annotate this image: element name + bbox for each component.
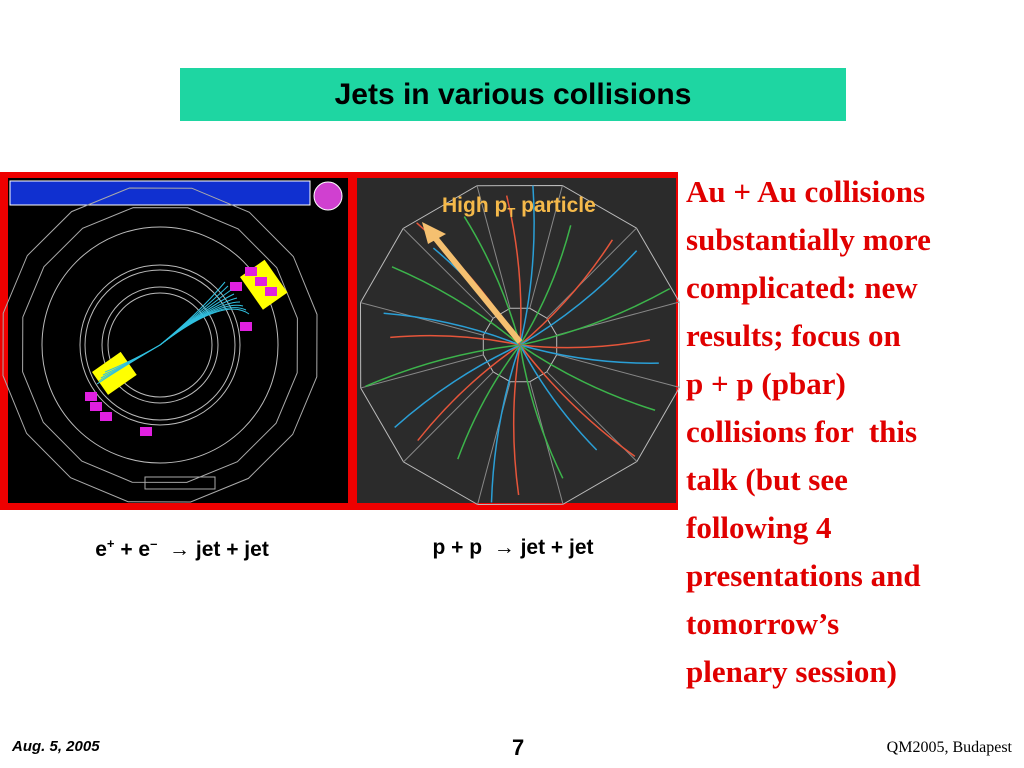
annotation: High pT particle <box>442 194 596 220</box>
text-segment: e <box>95 538 107 561</box>
track <box>519 250 638 346</box>
body-line: Au + Au collisions <box>686 174 926 209</box>
detector-ring <box>107 292 213 398</box>
body-line: presentations and <box>686 558 921 593</box>
body-line: following 4 <box>686 510 832 545</box>
magenta-block <box>230 282 242 291</box>
magenta-block <box>90 402 102 411</box>
track <box>519 239 614 346</box>
text-segment: + e <box>114 538 151 561</box>
track <box>505 195 522 346</box>
track <box>519 225 572 346</box>
magenta-block <box>255 277 267 286</box>
high-pt-track <box>429 232 523 344</box>
text-segment: → jet + jet <box>157 538 269 561</box>
spoke <box>476 185 511 309</box>
text-segment: – <box>150 536 158 551</box>
track <box>159 308 250 346</box>
track <box>417 344 521 442</box>
track <box>519 344 636 457</box>
track <box>390 334 521 346</box>
spoke <box>402 228 494 319</box>
footer-page: 7 <box>512 735 525 760</box>
track <box>463 216 521 346</box>
track <box>394 344 521 428</box>
detector-outer <box>359 184 680 506</box>
detector-ring <box>84 269 236 421</box>
track <box>365 344 521 388</box>
spoke <box>360 302 484 336</box>
track <box>96 344 161 385</box>
spoke <box>529 185 563 309</box>
body-line: talk (but see <box>686 462 848 497</box>
event-displays <box>0 172 680 510</box>
magenta-block <box>240 322 252 331</box>
title: Jets in various collisions <box>334 77 692 111</box>
magenta-block <box>100 412 112 421</box>
panel <box>8 178 348 503</box>
footer-date: Aug. 5, 2005 <box>12 738 100 755</box>
spoke <box>360 354 484 389</box>
body-line: results; focus on <box>686 318 901 353</box>
magenta-block <box>245 267 257 276</box>
track <box>519 344 564 479</box>
text-segment: High p <box>442 194 508 217</box>
footer-venue: QM2005, Budapest <box>886 739 1012 756</box>
text-segment: + <box>106 536 115 551</box>
track <box>519 185 535 346</box>
text-segment: T <box>507 205 516 221</box>
magenta-block <box>85 392 97 401</box>
text-segment: particle <box>515 194 596 217</box>
spoke <box>403 371 494 463</box>
body-line: complicated: new <box>686 270 918 305</box>
info-box <box>9 180 311 206</box>
title-box: Jets in various collisions <box>180 68 846 121</box>
magenta-block <box>140 427 152 436</box>
body-line: p + p (pbar) <box>686 366 846 401</box>
detector-outer <box>22 207 298 483</box>
body-text: Au + Au collisions substantially more comp… <box>686 168 931 696</box>
track <box>391 266 521 346</box>
track <box>519 344 659 364</box>
detector-ring <box>101 286 219 404</box>
body-line: collisions for this <box>686 414 918 449</box>
magenta-block <box>265 287 277 296</box>
track <box>490 344 521 503</box>
track <box>519 344 598 451</box>
track <box>519 339 651 349</box>
caption: p + p → jet + jet <box>432 536 593 560</box>
body-line: tomorrow’s <box>686 606 840 641</box>
logo <box>313 181 343 211</box>
spoke <box>477 381 511 505</box>
caption: e+ + e– → jet + jet <box>95 536 269 562</box>
scale-box <box>144 476 216 490</box>
track <box>519 344 656 411</box>
spoke <box>556 354 680 388</box>
detector-ring <box>79 264 241 426</box>
track <box>457 344 521 460</box>
track <box>383 312 521 346</box>
arrow-head <box>422 222 446 244</box>
track <box>519 287 671 346</box>
track <box>512 344 521 496</box>
detector-outer <box>2 187 318 503</box>
body-line: plenary session) <box>686 654 897 689</box>
spoke <box>546 227 637 319</box>
text-segment: p + p → jet + jet <box>432 536 594 559</box>
detector-ring <box>41 226 279 464</box>
body-line: substantially more <box>686 222 931 257</box>
